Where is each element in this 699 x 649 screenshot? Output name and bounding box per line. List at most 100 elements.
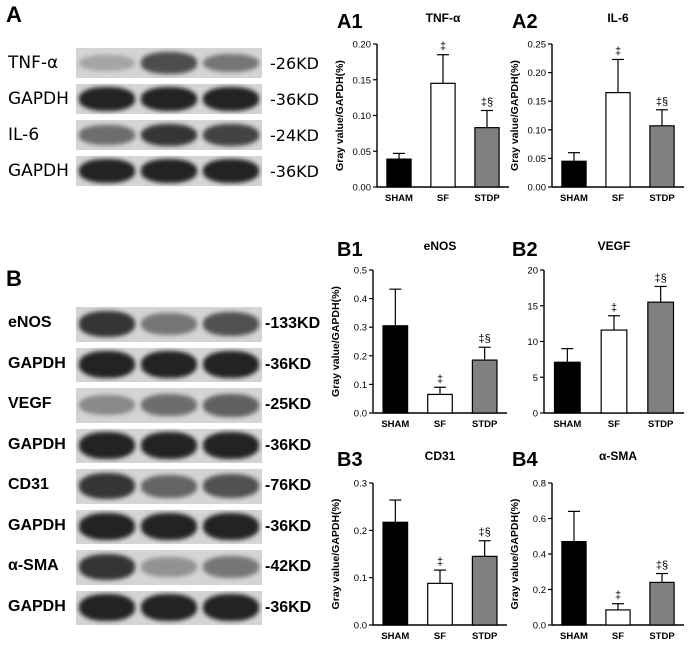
y-tick-label: 0.1 bbox=[354, 380, 367, 391]
blot-a-row-label-1: GAPDH bbox=[8, 89, 69, 109]
y-axis-label: Gray value/GAPDH(%) bbox=[330, 499, 342, 610]
blot-b-blot-strip-5 bbox=[76, 509, 262, 544]
blot-b-blot-strip-6 bbox=[76, 550, 262, 585]
y-axis-label: Gray value/GAPDH(%) bbox=[509, 60, 521, 171]
blot-b-band-2-2 bbox=[203, 393, 259, 417]
blot-b-band-4-1 bbox=[141, 474, 197, 498]
x-tick-label: SF bbox=[612, 631, 624, 642]
blot-a-band-0-1 bbox=[141, 52, 197, 74]
chart-title: α-SMA bbox=[599, 449, 637, 463]
y-tick-label: 0.0 bbox=[354, 409, 367, 420]
bar-stdp bbox=[649, 125, 675, 188]
blot-a-band-3-1 bbox=[141, 159, 197, 183]
blot-b-band-3-2 bbox=[203, 432, 259, 460]
significance-mark: ‡§ bbox=[479, 333, 491, 345]
y-tick-label: 0.3 bbox=[354, 479, 367, 490]
x-tick-label: SF bbox=[608, 419, 620, 430]
blot-b-band-5-2 bbox=[203, 513, 259, 541]
blot-a-blot-strip-3 bbox=[76, 156, 262, 186]
x-tick-label: SHAM bbox=[385, 193, 413, 204]
blot-a-band-2-1 bbox=[141, 123, 197, 147]
blot-b-blot-strip-0 bbox=[76, 307, 262, 342]
blot-b-kd-label-0: -133KD bbox=[265, 315, 321, 333]
chart-b1: B1 eNOS Gray value/GAPDH(%) 0.0 0.1 0.2 0.3 0.4… bbox=[330, 239, 507, 430]
significance-mark: ‡ bbox=[440, 41, 446, 53]
y-tick-label: 0.2 bbox=[354, 526, 367, 537]
panel-id-b3: B3 bbox=[337, 449, 363, 471]
panel-id-b4: B4 bbox=[512, 449, 538, 471]
panel-id-b1: B1 bbox=[337, 239, 363, 261]
bar-sf bbox=[605, 609, 631, 626]
x-tick-label: SF bbox=[434, 419, 446, 430]
significance-mark: ‡ bbox=[611, 302, 617, 314]
chart-title: TNF-α bbox=[426, 11, 461, 25]
y-tick-label: 0.6 bbox=[533, 514, 546, 525]
blot-b-band-2-1 bbox=[141, 394, 197, 417]
blot-b-band-6-2 bbox=[203, 556, 259, 579]
blot-a-kd-label-1: -36KD bbox=[270, 90, 319, 109]
chart-b3: B3 CD31 Gray value/GAPDH(%) 0.0 0.1 0.2 0.3 SHA… bbox=[330, 449, 507, 642]
chart-b2: B2 VEGF 0 5 10 15 20 SHAM ‡ SF ‡§ STDP bbox=[512, 239, 684, 430]
blot-b-band-0-1 bbox=[141, 313, 197, 336]
blot-a-blot-strip-0 bbox=[76, 48, 262, 78]
blot-b-blot-strip-7 bbox=[76, 590, 262, 625]
x-tick-label: STDP bbox=[472, 631, 498, 642]
blot-a-kd-label-0: -26KD bbox=[270, 54, 319, 73]
significance-mark: ‡§ bbox=[656, 560, 668, 572]
x-tick-label: STDP bbox=[649, 631, 675, 642]
panel-letter-a: A bbox=[6, 2, 22, 27]
blot-b-band-4-0 bbox=[79, 473, 135, 500]
panel-id-b2: B2 bbox=[512, 239, 538, 261]
blot-a-blot-strip-1 bbox=[76, 84, 262, 114]
y-axis-label: Gray value/GAPDH(%) bbox=[509, 499, 521, 610]
y-tick-label: 0.8 bbox=[533, 479, 546, 490]
significance-mark: ‡§ bbox=[481, 96, 493, 108]
bar-sham bbox=[553, 361, 581, 414]
y-tick-label: 20 bbox=[527, 266, 538, 277]
bar-sf bbox=[427, 393, 453, 414]
bar-stdp bbox=[471, 555, 498, 626]
blot-b-row-label-7: GAPDH bbox=[8, 597, 66, 615]
x-tick-label: SHAM bbox=[553, 419, 581, 430]
x-tick-label: SHAM bbox=[560, 193, 588, 204]
significance-mark: ‡ bbox=[615, 45, 621, 57]
blot-b-band-5-0 bbox=[79, 513, 135, 541]
blot-a-band-2-2 bbox=[203, 124, 259, 146]
y-tick-label: 0.00 bbox=[353, 183, 372, 194]
blot-b-blot-strip-3 bbox=[76, 428, 262, 463]
y-tick-label: 5 bbox=[533, 373, 538, 384]
bar-sf bbox=[605, 92, 631, 188]
y-tick-label: 0.05 bbox=[353, 147, 372, 158]
chart-b4: B4 α-SMA Gray value/GAPDH(%) 0.0 0.2 0.4 0.6 0.… bbox=[509, 449, 684, 642]
bar-sf bbox=[430, 82, 456, 188]
chart-title: IL-6 bbox=[607, 11, 629, 25]
blot-b-band-3-0 bbox=[79, 432, 135, 460]
blot-a-band-3-0 bbox=[79, 159, 135, 183]
y-tick-label: 15 bbox=[527, 301, 538, 312]
significance-mark: ‡ bbox=[615, 590, 621, 602]
significance-mark: ‡§ bbox=[655, 272, 667, 284]
y-axis-label: Gray value/GAPDH(%) bbox=[334, 60, 346, 171]
blot-a-row-label-0: TNF-α bbox=[8, 53, 59, 73]
significance-mark: ‡ bbox=[437, 373, 443, 385]
x-tick-label: STDP bbox=[648, 419, 674, 430]
y-tick-label: 0.25 bbox=[528, 40, 547, 51]
bar-stdp bbox=[474, 127, 500, 188]
blot-a-band-0-2 bbox=[203, 53, 259, 73]
bar-sham bbox=[561, 540, 587, 626]
blot-b-band-0-2 bbox=[203, 312, 259, 337]
y-tick-label: 0.0 bbox=[533, 621, 546, 632]
y-tick-label: 0.4 bbox=[354, 294, 367, 305]
x-tick-label: SHAM bbox=[381, 631, 409, 642]
chart-title: CD31 bbox=[425, 449, 456, 463]
blot-b-row-label-4: CD31 bbox=[8, 476, 49, 494]
y-tick-label: 0.0 bbox=[354, 621, 367, 632]
blot-b-blot-strip-1 bbox=[76, 347, 262, 382]
y-tick-label: 0 bbox=[533, 409, 538, 420]
blot-b-band-6-1 bbox=[141, 557, 197, 578]
y-tick-label: 0.4 bbox=[533, 550, 546, 561]
blot-a-band-1-0 bbox=[79, 87, 135, 111]
bar-sham bbox=[386, 158, 412, 188]
blot-a-band-2-0 bbox=[79, 125, 135, 145]
blot-a-band-0-0 bbox=[79, 54, 135, 72]
